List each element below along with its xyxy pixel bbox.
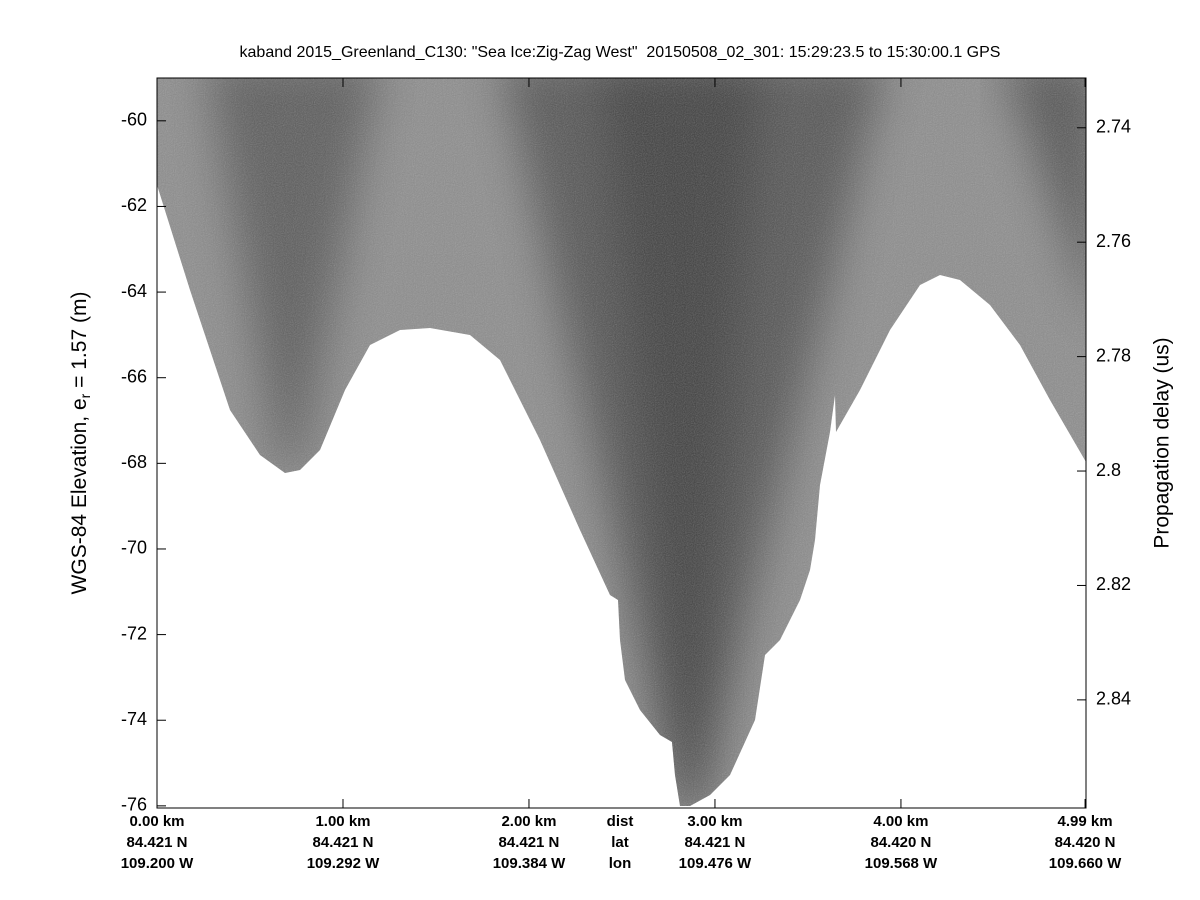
y-label-main: WGS-84 Elevation, e: [68, 398, 91, 594]
x-tick-lon: 109.292 W: [307, 855, 380, 872]
y-axis-label: WGS-84 Elevation, er = 1.57 (m): [68, 292, 93, 595]
x-tick-lat: 84.421 N: [685, 834, 746, 851]
y2-tick-label: 2.78: [1096, 345, 1131, 365]
x-row-name: lat: [611, 834, 629, 851]
y2-tick-label: 2.74: [1096, 117, 1131, 137]
y-tick-label: -74: [121, 709, 147, 729]
x-row-name: dist: [607, 813, 634, 830]
axes-box: [156, 77, 1087, 809]
x-tick-label: 4.99 km: [1058, 813, 1113, 830]
x-row-name: lon: [609, 855, 632, 872]
y2-axis-label: Propagation delay (us): [1151, 337, 1174, 548]
x-tick-lon: 109.568 W: [865, 855, 938, 872]
x-tick-label: 2.00 km: [501, 813, 556, 830]
x-tick-lon: 109.200 W: [121, 855, 194, 872]
y2-tick-label: 2.76: [1096, 231, 1131, 251]
y2-tick-label: 2.8: [1096, 460, 1121, 480]
x-tick-label: 3.00 km: [687, 813, 742, 830]
x-tick-lat: 84.421 N: [127, 834, 188, 851]
y2-tick-label: 2.82: [1096, 574, 1131, 594]
y-tick-label: -62: [121, 195, 147, 215]
x-tick-lon: 109.384 W: [493, 855, 566, 872]
x-tick-lon: 109.660 W: [1049, 855, 1122, 872]
x-tick-lat: 84.421 N: [313, 834, 374, 851]
y2-tick-label: 2.84: [1096, 689, 1131, 709]
x-tick-label: 4.00 km: [873, 813, 928, 830]
y-label-subscript: r: [77, 393, 93, 398]
chart-title: kaband 2015_Greenland_C130: "Sea Ice:Zig…: [240, 44, 1001, 61]
y-tick-label: -68: [121, 452, 147, 472]
y-tick-label: -60: [121, 110, 147, 130]
echogram-image: [157, 78, 1086, 806]
x-tick-lon: 109.476 W: [679, 855, 752, 872]
x-tick-lat: 84.420 N: [1055, 834, 1116, 851]
x-tick-lat: 84.421 N: [499, 834, 560, 851]
y-tick-label: -66: [121, 366, 147, 386]
y-label-rest: = 1.57 (m): [68, 292, 91, 394]
x-tick-label: 1.00 km: [315, 813, 370, 830]
y-tick-label: -76: [121, 795, 147, 815]
x-tick-label: 0.00 km: [129, 813, 184, 830]
y-tick-label: -64: [121, 281, 147, 301]
y-tick-label: -70: [121, 538, 147, 558]
x-tick-lat: 84.420 N: [870, 834, 931, 851]
y-tick-label: -72: [121, 623, 147, 643]
